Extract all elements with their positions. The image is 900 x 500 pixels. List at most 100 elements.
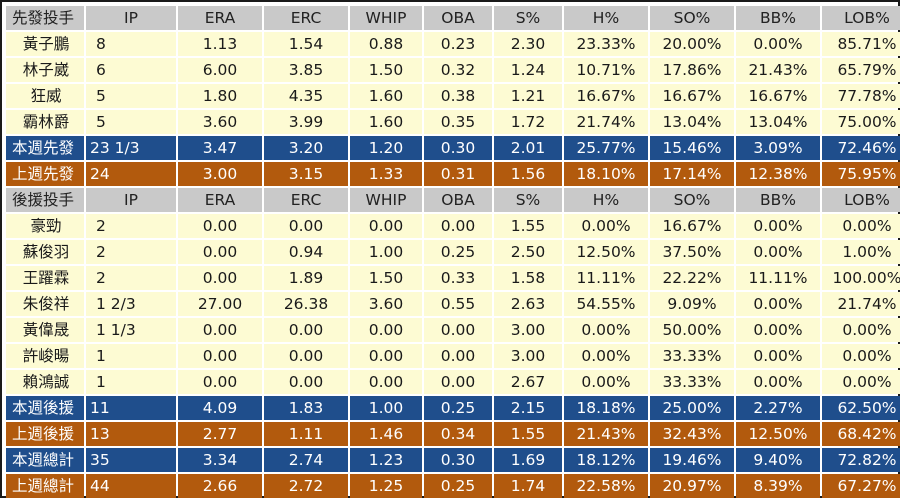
whip-cell: 1.50	[350, 58, 422, 82]
erc-cell: 2.74	[264, 448, 348, 472]
s-cell: 1.21	[494, 84, 562, 108]
era-cell: 0.00	[178, 214, 262, 238]
so-cell: 19.46%	[650, 448, 734, 472]
row-label: 上週總計	[6, 474, 84, 498]
whip-cell: WHIP	[350, 6, 422, 30]
era-cell: 0.00	[178, 370, 262, 394]
h-cell: 11.11%	[564, 266, 648, 290]
era-cell: 0.00	[178, 240, 262, 264]
totals-this-week-row: 本週總計 35 3.34 2.74 1.23 0.30 1.69 18.12% 19.46% 9.…	[6, 448, 900, 472]
erc-cell: 3.85	[264, 58, 348, 82]
lob-cell: 68.42%	[822, 422, 900, 446]
ip-cell: 23 1/3	[86, 136, 176, 160]
row-label: 狂威	[6, 84, 84, 108]
oba-cell: 0.34	[424, 422, 492, 446]
s-cell: 1.69	[494, 448, 562, 472]
whip-cell: 1.25	[350, 474, 422, 498]
s-cell: 1.24	[494, 58, 562, 82]
row-label: 許峻暘	[6, 344, 84, 368]
ip-cell: 6	[86, 58, 176, 82]
s-cell: 1.58	[494, 266, 562, 290]
h-cell: 18.18%	[564, 396, 648, 420]
erc-cell: 0.00	[264, 370, 348, 394]
s-cell: 2.30	[494, 32, 562, 56]
oba-cell: 0.33	[424, 266, 492, 290]
h-cell: 0.00%	[564, 214, 648, 238]
lob-cell: 62.50%	[822, 396, 900, 420]
s-cell: 2.15	[494, 396, 562, 420]
ip-cell: IP	[86, 188, 176, 212]
erc-cell: ERC	[264, 6, 348, 30]
oba-cell: 0.23	[424, 32, 492, 56]
bb-cell: 0.00%	[736, 370, 820, 394]
ip-cell: 1	[86, 370, 176, 394]
lob-cell: 1.00%	[822, 240, 900, 264]
bb-cell: 0.00%	[736, 318, 820, 342]
lob-cell: 0.00%	[822, 344, 900, 368]
bb-cell: 9.40%	[736, 448, 820, 472]
era-cell: 1.13	[178, 32, 262, 56]
era-cell: 3.60	[178, 110, 262, 134]
era-cell: 4.09	[178, 396, 262, 420]
lob-cell: 0.00%	[822, 370, 900, 394]
so-cell: 22.22%	[650, 266, 734, 290]
row-label: 黃子鵬	[6, 32, 84, 56]
era-cell: ERA	[178, 188, 262, 212]
ip-cell: 2	[86, 214, 176, 238]
erc-cell: 2.72	[264, 474, 348, 498]
so-cell: SO%	[650, 188, 734, 212]
whip-cell: 1.00	[350, 240, 422, 264]
s-cell: 1.74	[494, 474, 562, 498]
so-cell: 16.67%	[650, 214, 734, 238]
era-cell: 27.00	[178, 292, 262, 316]
s-cell: 1.56	[494, 162, 562, 186]
h-cell: 18.10%	[564, 162, 648, 186]
era-cell: 1.80	[178, 84, 262, 108]
lob-cell: 0.00%	[822, 214, 900, 238]
so-cell: 25.00%	[650, 396, 734, 420]
oba-cell: 0.25	[424, 240, 492, 264]
row-label: 黃偉晟	[6, 318, 84, 342]
era-cell: ERA	[178, 6, 262, 30]
oba-cell: OBA	[424, 188, 492, 212]
erc-cell: 1.83	[264, 396, 348, 420]
era-cell: 3.47	[178, 136, 262, 160]
so-cell: 17.86%	[650, 58, 734, 82]
row-label: 蘇俊羽	[6, 240, 84, 264]
h-cell: 22.58%	[564, 474, 648, 498]
so-cell: 33.33%	[650, 370, 734, 394]
bb-cell: BB%	[736, 6, 820, 30]
h-cell: 10.71%	[564, 58, 648, 82]
so-cell: SO%	[650, 6, 734, 30]
whip-cell: 1.23	[350, 448, 422, 472]
erc-cell: 3.20	[264, 136, 348, 160]
ip-cell: 1	[86, 344, 176, 368]
erc-cell: 1.11	[264, 422, 348, 446]
h-cell: 21.43%	[564, 422, 648, 446]
so-cell: 50.00%	[650, 318, 734, 342]
ip-cell: IP	[86, 6, 176, 30]
row-label: 王躍霖	[6, 266, 84, 290]
era-cell: 6.00	[178, 58, 262, 82]
lob-cell: 75.95%	[822, 162, 900, 186]
ip-cell: 5	[86, 110, 176, 134]
ip-cell: 44	[86, 474, 176, 498]
so-cell: 9.09%	[650, 292, 734, 316]
whip-cell: 3.60	[350, 292, 422, 316]
starters-this-week-row: 本週先發 23 1/3 3.47 3.20 1.20 0.30 2.01 25.77% 15.4…	[6, 136, 900, 160]
bb-cell: 16.67%	[736, 84, 820, 108]
whip-cell: 1.20	[350, 136, 422, 160]
oba-cell: 0.38	[424, 84, 492, 108]
erc-cell: 3.99	[264, 110, 348, 134]
so-cell: 37.50%	[650, 240, 734, 264]
era-cell: 2.77	[178, 422, 262, 446]
row-label: 豪勁	[6, 214, 84, 238]
ip-cell: 1 2/3	[86, 292, 176, 316]
lob-cell: 75.00%	[822, 110, 900, 134]
lob-cell: 67.27%	[822, 474, 900, 498]
whip-cell: 0.00	[350, 318, 422, 342]
erc-cell: ERC	[264, 188, 348, 212]
whip-cell: WHIP	[350, 188, 422, 212]
s-cell: 2.67	[494, 370, 562, 394]
oba-cell: 0.00	[424, 214, 492, 238]
